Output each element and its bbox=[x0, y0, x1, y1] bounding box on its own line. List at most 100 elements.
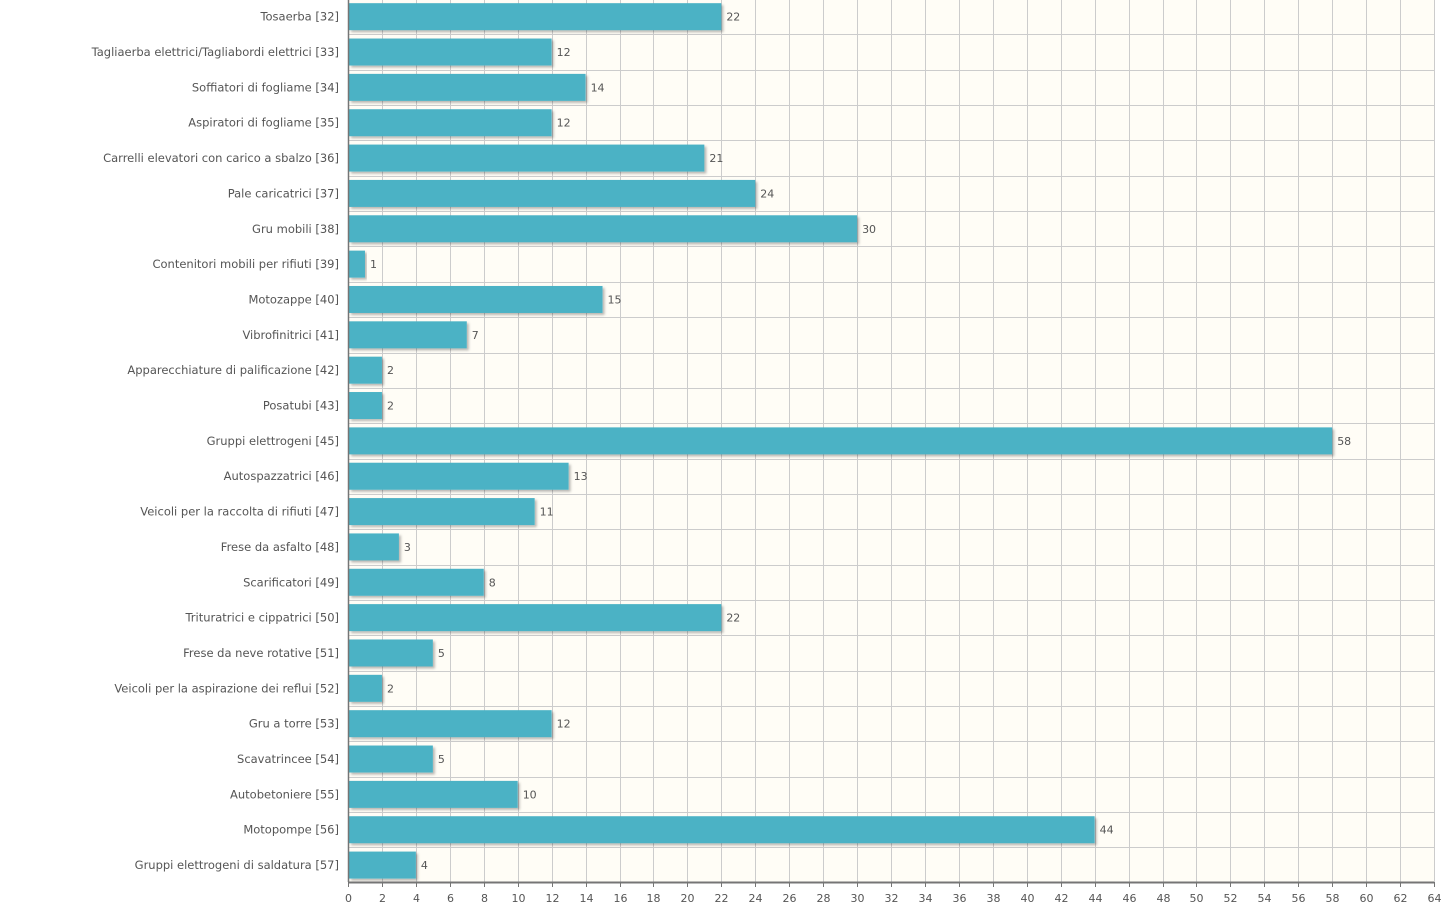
data-label: 7 bbox=[472, 329, 479, 342]
bar bbox=[349, 144, 705, 172]
x-tick-label: 24 bbox=[749, 892, 763, 905]
category-label: Carrelli elevatori con carico a sbalzo [… bbox=[103, 151, 339, 165]
x-tick-label: 30 bbox=[851, 892, 865, 905]
bar bbox=[349, 604, 722, 632]
category-label: Scavatrincee [54] bbox=[237, 752, 339, 766]
bar bbox=[349, 498, 535, 526]
x-tick-label: 54 bbox=[1258, 892, 1272, 905]
category-label: Scarificatori [49] bbox=[243, 575, 339, 589]
x-tick-label: 34 bbox=[919, 892, 933, 905]
data-label: 12 bbox=[557, 718, 571, 731]
bar bbox=[349, 851, 416, 879]
x-tick-label: 62 bbox=[1394, 892, 1408, 905]
category-label: Contenitori mobili per rifiuti [39] bbox=[152, 257, 339, 271]
data-label: 8 bbox=[489, 576, 496, 589]
data-label: 10 bbox=[523, 788, 537, 801]
x-tick-label: 8 bbox=[481, 892, 488, 905]
x-tick-label: 50 bbox=[1190, 892, 1204, 905]
x-tick-label: 28 bbox=[817, 892, 831, 905]
bar bbox=[349, 179, 756, 207]
data-label: 22 bbox=[726, 11, 740, 24]
data-label: 58 bbox=[1337, 435, 1351, 448]
x-tick-label: 38 bbox=[987, 892, 1001, 905]
data-label: 21 bbox=[709, 152, 723, 165]
x-tick-label: 0 bbox=[345, 892, 352, 905]
category-label: Veicoli per la raccolta di rifiuti [47] bbox=[140, 505, 339, 519]
bar bbox=[349, 816, 1095, 844]
x-tick-label: 56 bbox=[1292, 892, 1306, 905]
category-label: Apparecchiature di palificazione [42] bbox=[127, 363, 339, 377]
category-label: Gru mobili [38] bbox=[252, 222, 339, 236]
x-tick-label: 10 bbox=[512, 892, 526, 905]
x-tick-label: 16 bbox=[614, 892, 628, 905]
x-tick-label: 6 bbox=[447, 892, 454, 905]
data-label: 5 bbox=[438, 753, 445, 766]
x-tick-label: 52 bbox=[1224, 892, 1238, 905]
category-label: Pale caricatrici [37] bbox=[228, 186, 339, 200]
data-label: 12 bbox=[557, 117, 571, 130]
x-tick-label: 46 bbox=[1123, 892, 1137, 905]
category-label: Tosaerba [32] bbox=[259, 10, 339, 24]
data-label: 44 bbox=[1100, 824, 1114, 837]
category-label: Gruppi elettrogeni [45] bbox=[207, 434, 339, 448]
x-tick-label: 18 bbox=[647, 892, 661, 905]
category-label: Gruppi elettrogeni di saldatura [57] bbox=[135, 858, 339, 872]
x-tick-label: 44 bbox=[1089, 892, 1103, 905]
bar bbox=[349, 780, 518, 808]
category-label: Aspiratori di fogliame [35] bbox=[188, 116, 339, 130]
bar bbox=[349, 639, 433, 667]
category-label: Autobetoniere [55] bbox=[230, 787, 339, 801]
data-label: 15 bbox=[608, 293, 622, 306]
data-label: 22 bbox=[726, 612, 740, 625]
data-label: 12 bbox=[557, 46, 571, 59]
category-label: Autospazzatrici [46] bbox=[224, 469, 339, 483]
x-tick-label: 48 bbox=[1157, 892, 1171, 905]
bar bbox=[349, 73, 586, 101]
x-tick-label: 58 bbox=[1326, 892, 1340, 905]
bar bbox=[349, 285, 603, 313]
data-label: 3 bbox=[404, 541, 411, 554]
bar bbox=[349, 356, 382, 384]
bar bbox=[349, 462, 569, 490]
bar bbox=[349, 533, 399, 561]
data-label: 24 bbox=[760, 187, 774, 200]
x-tick-label: 22 bbox=[715, 892, 729, 905]
data-label: 1 bbox=[370, 258, 377, 271]
category-label: Vibrofinitrici [41] bbox=[242, 328, 339, 342]
category-label: Frese da neve rotative [51] bbox=[183, 646, 339, 660]
bar bbox=[349, 250, 365, 278]
category-label: Frese da asfalto [48] bbox=[221, 540, 339, 554]
bar bbox=[349, 3, 722, 31]
data-label: 30 bbox=[862, 223, 876, 236]
data-label: 5 bbox=[438, 647, 445, 660]
data-label: 2 bbox=[387, 400, 394, 413]
x-tick-label: 40 bbox=[1021, 892, 1035, 905]
bar bbox=[349, 321, 467, 349]
category-label: Tagliaerba elettrici/Tagliabordi elettri… bbox=[91, 45, 339, 59]
category-label: Motozappe [40] bbox=[248, 292, 339, 306]
x-tick-label: 36 bbox=[953, 892, 967, 905]
bar bbox=[349, 674, 382, 702]
data-label: 11 bbox=[540, 506, 554, 519]
x-tick-label: 60 bbox=[1360, 892, 1374, 905]
bar bbox=[349, 710, 552, 738]
category-label: Trituratrici e cippatrici [50] bbox=[184, 611, 339, 625]
x-tick-label: 4 bbox=[413, 892, 420, 905]
data-label: 2 bbox=[387, 682, 394, 695]
x-tick-label: 26 bbox=[783, 892, 797, 905]
x-tick-label: 20 bbox=[681, 892, 695, 905]
category-label: Soffiatori di fogliame [34] bbox=[192, 80, 339, 94]
bar bbox=[349, 38, 552, 66]
x-tick-label: 2 bbox=[379, 892, 386, 905]
x-tick-label: 42 bbox=[1055, 892, 1069, 905]
category-label: Posatubi [43] bbox=[263, 399, 339, 413]
x-tick-label: 64 bbox=[1428, 892, 1442, 905]
bar bbox=[349, 427, 1333, 455]
x-tick-label: 32 bbox=[885, 892, 899, 905]
category-label: Motopompe [56] bbox=[243, 823, 339, 837]
bar bbox=[349, 392, 382, 420]
bar bbox=[349, 215, 858, 243]
category-label: Gru a torre [53] bbox=[249, 717, 339, 731]
